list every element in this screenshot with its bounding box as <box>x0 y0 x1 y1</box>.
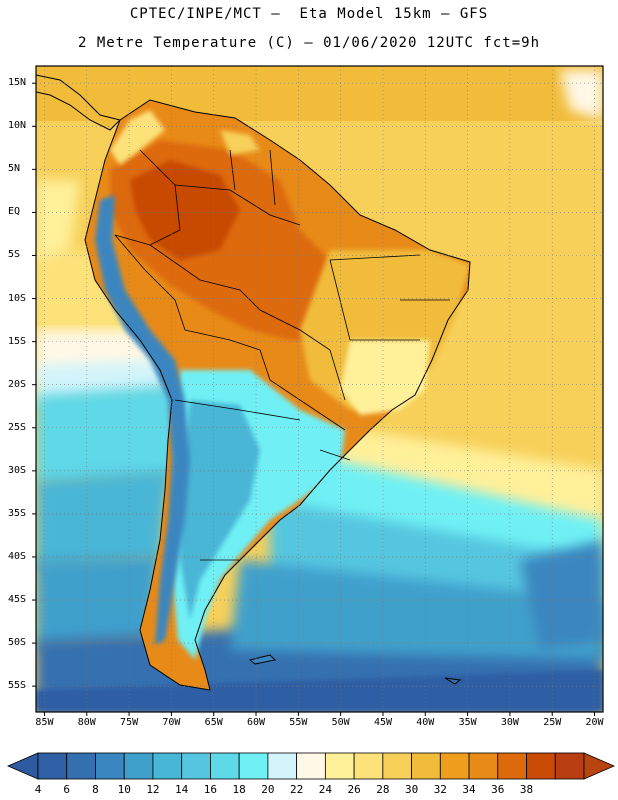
colorbar-cell <box>181 752 211 780</box>
central-america <box>36 74 121 131</box>
lon-label: 60W <box>246 717 266 728</box>
colorbar-label: 16 <box>203 783 218 796</box>
brazil-southeast-mild <box>340 340 430 415</box>
colorbar-label: 38 <box>519 783 534 796</box>
lat-label: 30S <box>8 464 27 476</box>
colorbar-cell <box>497 752 527 780</box>
lon-label: 25W <box>543 717 562 728</box>
colorbar-low-arrow <box>6 752 39 780</box>
falkland-islands <box>248 654 277 665</box>
atlantic-cold-patch <box>520 540 603 650</box>
graticule <box>36 66 603 712</box>
colombia-highlands <box>110 110 165 165</box>
lat-label: 55S <box>8 680 27 692</box>
colorbar-cell <box>353 752 384 780</box>
colorbar-label: 36 <box>491 783 505 796</box>
colorbar-label: 28 <box>376 783 390 796</box>
lat-label: 15S <box>8 335 27 347</box>
colorbar-high-arrow <box>583 752 616 780</box>
lon-label: 20W <box>585 717 604 728</box>
country-borders <box>114 149 450 561</box>
lon-label: 30W <box>500 717 519 728</box>
lat-label: 5N <box>8 163 21 175</box>
pacific-cold-band-2 <box>36 385 180 485</box>
caribbean-cool-patch <box>560 70 603 120</box>
map-frame <box>35 65 604 713</box>
colorbar-cell <box>238 752 269 780</box>
colorbar-label: 26 <box>347 783 361 796</box>
colorbar-cell <box>526 752 556 780</box>
colorbar-cell <box>554 752 585 780</box>
colorbar-cell <box>439 752 470 780</box>
colorbar-cell <box>468 752 499 780</box>
lat-label: 35S <box>8 507 27 519</box>
colorbar-label: 4 <box>34 783 42 796</box>
lon-label: 45W <box>373 717 392 728</box>
colorbar-cell <box>210 752 240 780</box>
amazon-hottest-zone <box>130 160 240 260</box>
colorbar-cell <box>382 752 412 780</box>
lon-label: 70W <box>162 717 181 728</box>
map-title: CPTEC/INPE/MCT – Eta Model 15km – GFS <box>129 6 489 22</box>
lon-label: 75W <box>120 717 139 728</box>
lat-label: 45S <box>8 594 27 606</box>
colorbar-label: 24 <box>318 783 332 796</box>
lat-label: EQ <box>8 206 21 218</box>
colorbar-label: 12 <box>146 783 160 796</box>
lon-label: 35W <box>458 717 477 728</box>
colorbar-cell <box>152 752 183 780</box>
colorbar <box>6 752 616 780</box>
colorbar-label: 20 <box>261 783 275 796</box>
andes-cold-spine <box>95 195 190 645</box>
patagonia-cold <box>180 400 260 620</box>
lon-label: 55W <box>289 717 308 728</box>
colorbar-label: 30 <box>404 783 419 796</box>
pacific-cold-band-3 <box>36 470 170 570</box>
ocean-north-band <box>36 66 603 121</box>
pacific-cooler-patch <box>36 180 80 260</box>
lat-label: 20S <box>8 378 27 390</box>
colorbar-cell <box>95 752 125 780</box>
colorbar-cell <box>37 752 68 780</box>
coastline <box>84 99 471 691</box>
colorbar-cell <box>411 752 441 780</box>
colorbar-label: 32 <box>433 783 447 796</box>
south-georgia <box>444 677 462 685</box>
lon-label: 80W <box>77 717 96 728</box>
colorbar-label: 18 <box>232 783 246 796</box>
colorbar-label: 22 <box>290 783 304 796</box>
lat-label: 5S <box>8 249 21 261</box>
southern-ocean-coldest <box>36 670 603 712</box>
lat-label: 10S <box>8 292 27 304</box>
colorbar-cell <box>324 752 355 780</box>
colorbar-label: 14 <box>175 783 189 796</box>
lat-label: 15N <box>8 77 27 89</box>
colorbar-cell <box>267 752 298 780</box>
lat-label: 40S <box>8 550 27 562</box>
lon-label: 50W <box>331 717 350 728</box>
colorbar-label: 8 <box>92 783 99 796</box>
lon-label: 40W <box>416 717 435 728</box>
colorbar-cell <box>296 752 326 780</box>
map-field <box>36 66 603 712</box>
map-subtitle: 2 Metre Temperature (C) – 01/06/2020 12U… <box>77 35 540 51</box>
lat-label: 25S <box>8 421 27 433</box>
lon-label: 85W <box>35 717 54 728</box>
lat-label: 10N <box>8 120 27 132</box>
colorbar-cell <box>66 752 96 780</box>
colorbar-label: 10 <box>117 783 131 796</box>
colorbar-label: 34 <box>462 783 476 796</box>
colorbar-label: 6 <box>63 783 71 796</box>
venezuela-highlands <box>220 130 260 155</box>
lon-label: 65W <box>204 717 223 728</box>
colorbar-cell <box>123 752 154 780</box>
axis-ticks <box>32 82 596 716</box>
lat-label: 50S <box>8 637 27 649</box>
